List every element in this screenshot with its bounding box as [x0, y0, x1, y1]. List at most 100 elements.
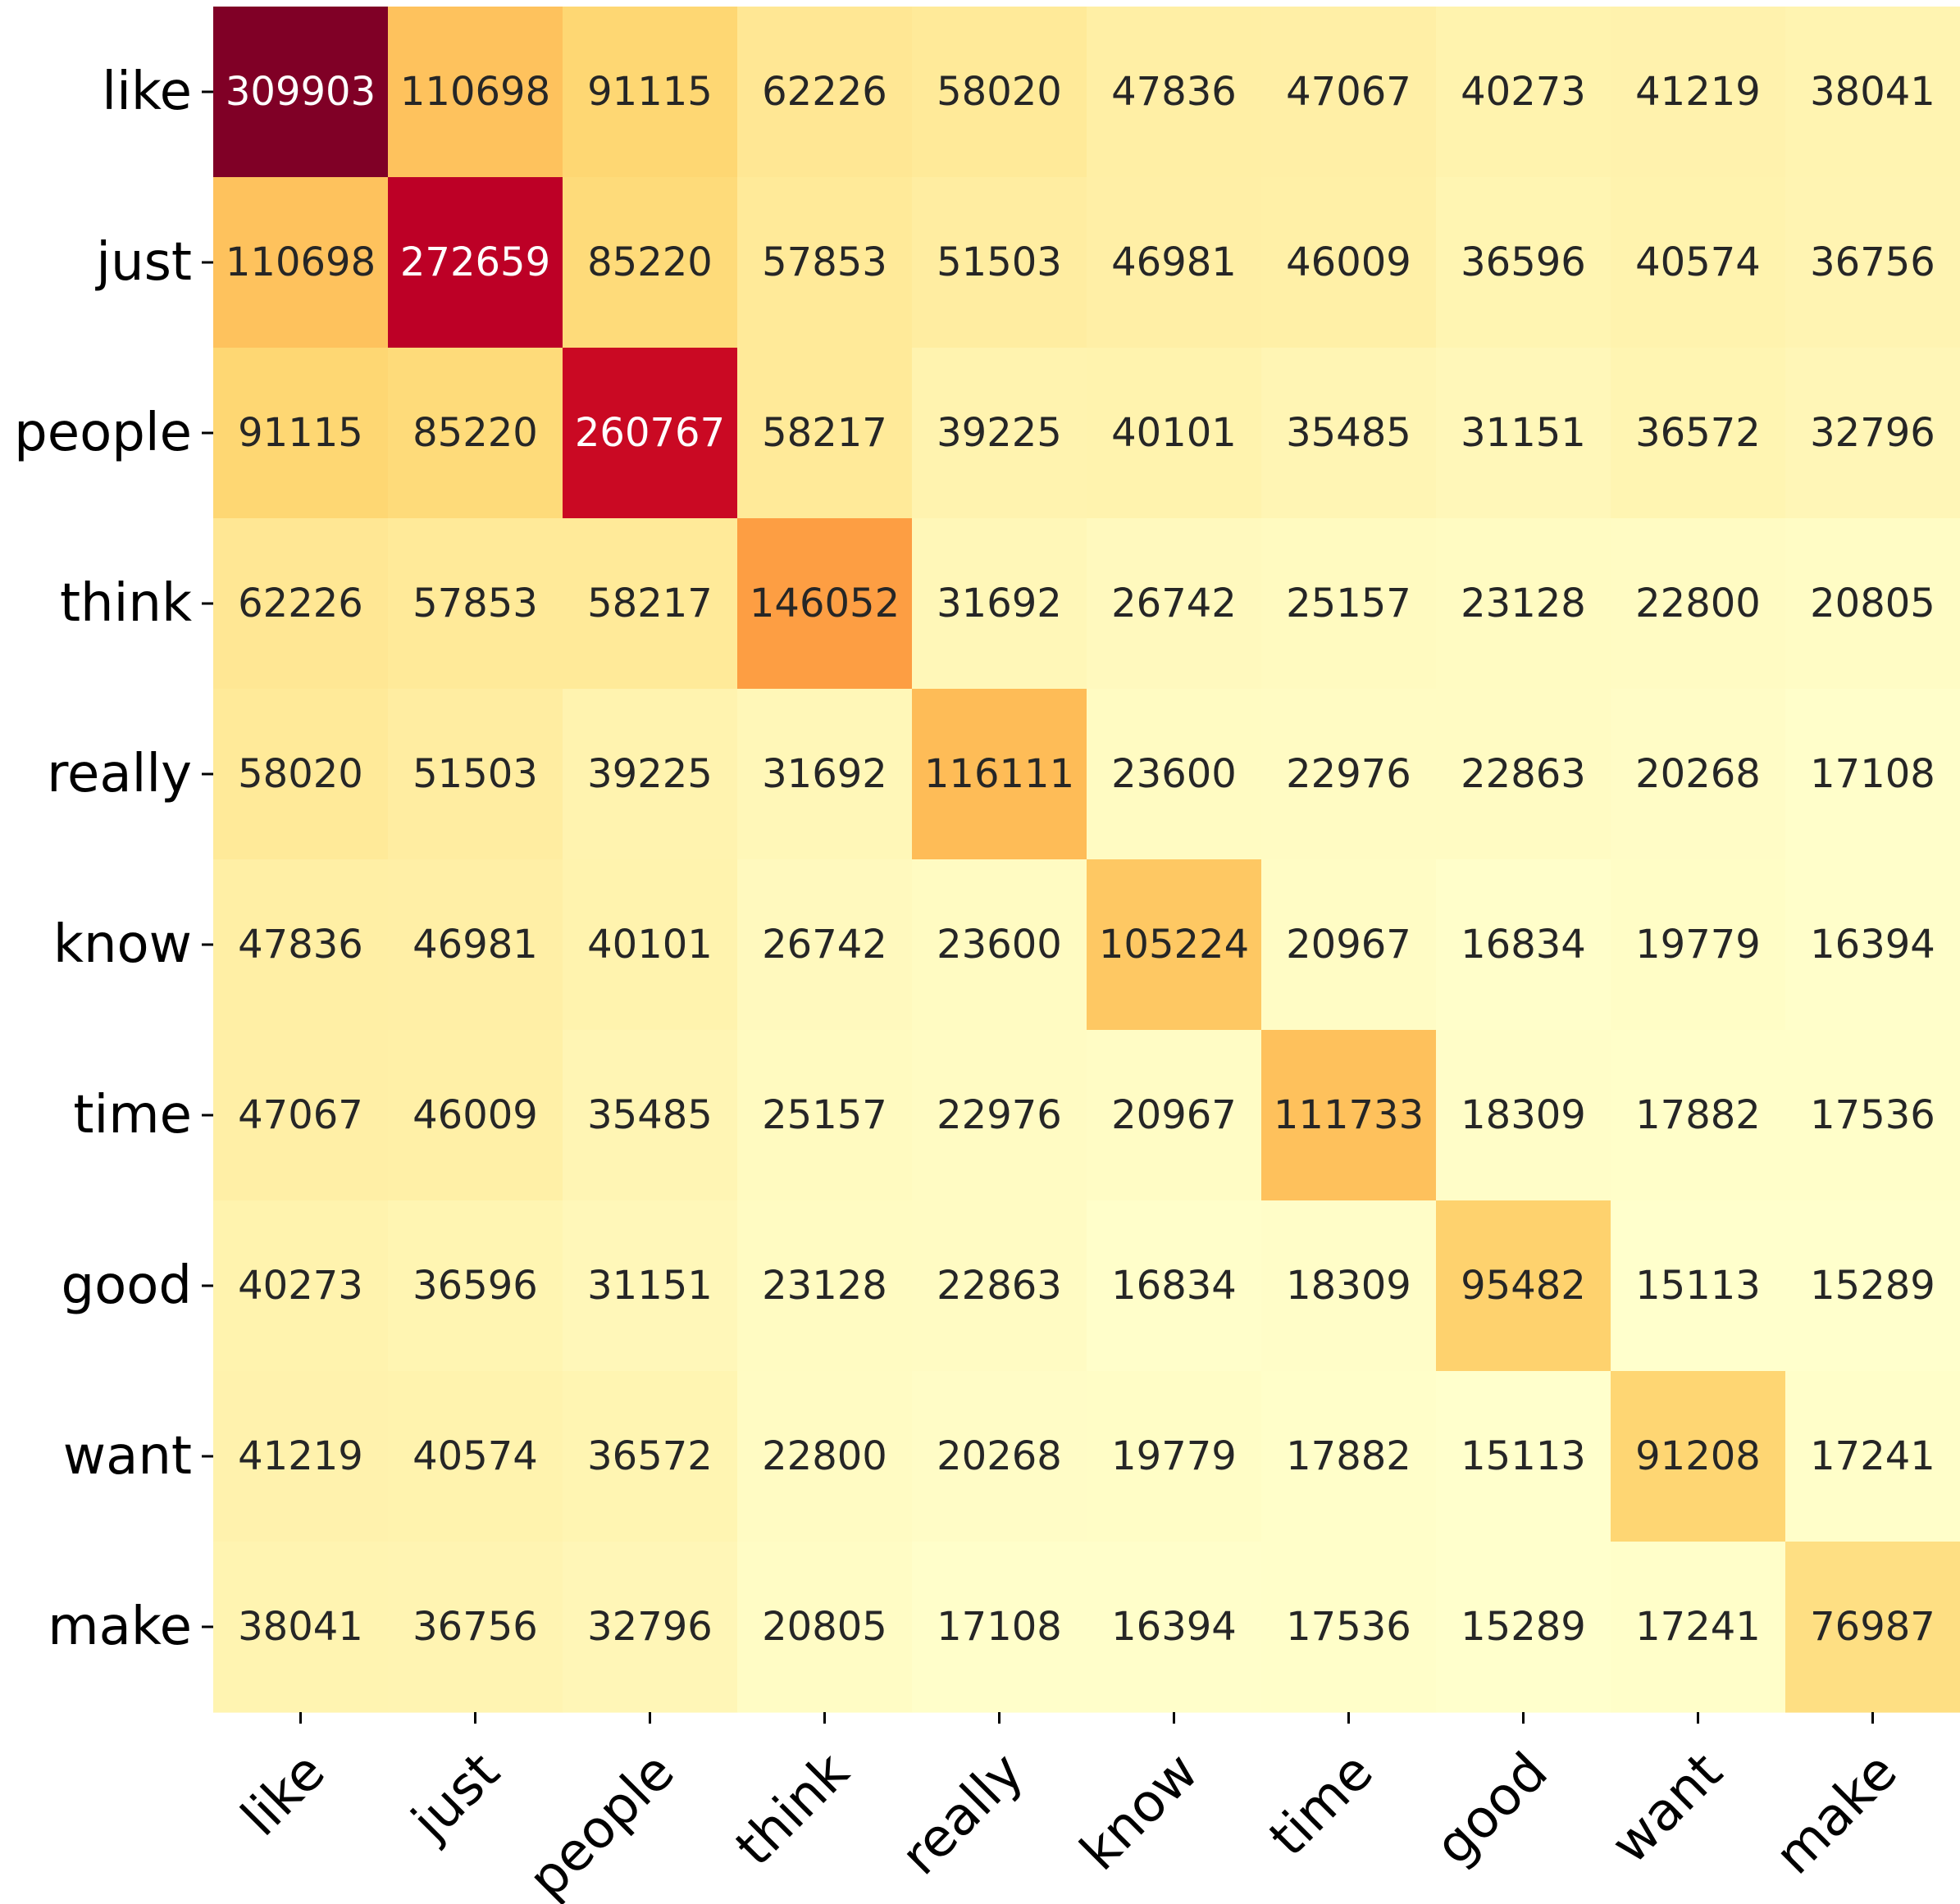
- cell-like-good: [1436, 7, 1611, 178]
- cell-people-know: [1087, 348, 1262, 519]
- cell-annotations: 309903 110698 91115 62226 58020 47836 47067 402…: [226, 69, 1935, 1650]
- cell-think-make: [1785, 518, 1960, 690]
- cell-value-label: 95482: [1461, 1263, 1586, 1309]
- cell-value-label: 15113: [1461, 1433, 1586, 1479]
- x-tick-label-just: just: [399, 1742, 511, 1853]
- cell-people-really: [912, 348, 1087, 519]
- y-tick-label-good: good: [61, 1255, 192, 1316]
- cell-value-label: 16834: [1111, 1263, 1237, 1309]
- cell-value-label: 110698: [400, 69, 550, 115]
- cell-time-know: [1087, 1030, 1262, 1201]
- cell-value-label: 41219: [1635, 69, 1761, 115]
- cell-value-label: 22976: [1286, 751, 1411, 797]
- cell-value-label: 309903: [226, 69, 376, 115]
- cell-want-think: [737, 1371, 913, 1542]
- cell-want-people: [563, 1371, 738, 1542]
- cell-know-want: [1611, 859, 1786, 1031]
- cell-value-label: 20268: [937, 1433, 1062, 1479]
- cell-like-just: [388, 7, 563, 178]
- cell-value-label: 17108: [937, 1604, 1062, 1650]
- cell-time-make: [1785, 1030, 1960, 1201]
- cell-just-know: [1087, 177, 1262, 348]
- cell-people-just: [388, 348, 563, 519]
- cell-know-people: [563, 859, 738, 1031]
- cell-want-really: [912, 1371, 1087, 1542]
- cell-value-label: 19779: [1111, 1433, 1237, 1479]
- cell-just-think: [737, 177, 913, 348]
- cell-know-just: [388, 859, 563, 1031]
- cell-value-label: 40101: [1111, 410, 1237, 456]
- cell-think-like: [213, 518, 389, 690]
- cell-good-know: [1087, 1200, 1262, 1372]
- x-tick-label-time: time: [1258, 1742, 1385, 1869]
- cell-value-label: 91115: [238, 410, 363, 456]
- cell-value-label: 23128: [762, 1263, 887, 1309]
- cell-value-label: 36756: [413, 1604, 538, 1650]
- cell-time-like: [213, 1030, 389, 1201]
- cell-really-good: [1436, 689, 1611, 860]
- cell-think-good: [1436, 518, 1611, 690]
- cell-value-label: 22863: [1461, 751, 1586, 797]
- cell-good-good: [1436, 1200, 1611, 1372]
- cell-value-label: 15289: [1810, 1263, 1935, 1309]
- x-tick-label-people: people: [517, 1742, 686, 1904]
- cell-know-good: [1436, 859, 1611, 1031]
- cell-value-label: 36596: [413, 1263, 538, 1309]
- cell-value-label: 17108: [1810, 751, 1935, 797]
- cell-know-think: [737, 859, 913, 1031]
- cell-make-make: [1785, 1542, 1960, 1713]
- cell-make-know: [1087, 1542, 1262, 1713]
- cell-value-label: 22800: [762, 1433, 887, 1479]
- x-tick-label-good: good: [1424, 1742, 1559, 1877]
- cell-think-just: [388, 518, 563, 690]
- cell-value-label: 36596: [1461, 239, 1586, 285]
- cell-like-know: [1087, 7, 1262, 178]
- cell-value-label: 58020: [937, 69, 1062, 115]
- cell-value-label: 35485: [1286, 410, 1411, 456]
- cell-just-make: [1785, 177, 1960, 348]
- cell-value-label: 38041: [238, 1604, 363, 1650]
- cell-value-label: 91208: [1635, 1433, 1761, 1479]
- cell-think-really: [912, 518, 1087, 690]
- cell-value-label: 47067: [1286, 69, 1411, 115]
- cell-good-really: [912, 1200, 1087, 1372]
- cell-just-people: [563, 177, 738, 348]
- cell-time-want: [1611, 1030, 1786, 1201]
- cell-like-really: [912, 7, 1087, 178]
- cell-like-like: [213, 7, 389, 178]
- cell-think-want: [1611, 518, 1786, 690]
- cell-value-label: 51503: [937, 239, 1062, 285]
- cell-value-label: 36572: [587, 1433, 713, 1479]
- cell-value-label: 16834: [1461, 922, 1586, 968]
- cell-know-know: [1087, 859, 1262, 1031]
- y-tick-label-think: think: [60, 573, 192, 634]
- cell-people-think: [737, 348, 913, 519]
- cell-know-time: [1261, 859, 1437, 1031]
- y-tick-label-time: time: [73, 1085, 192, 1146]
- cell-just-really: [912, 177, 1087, 348]
- cell-value-label: 58020: [238, 751, 363, 797]
- cell-value-label: 47836: [1111, 69, 1237, 115]
- cell-time-time: [1261, 1030, 1437, 1201]
- cell-value-label: 31151: [1461, 410, 1586, 456]
- cell-like-make: [1785, 7, 1960, 178]
- x-tick-label-think: think: [724, 1742, 860, 1878]
- cell-value-label: 19779: [1635, 922, 1761, 968]
- cell-good-want: [1611, 1200, 1786, 1372]
- cell-value-label: 31151: [587, 1263, 713, 1309]
- cell-value-label: 22863: [937, 1263, 1062, 1309]
- cell-value-label: 40273: [1461, 69, 1586, 115]
- heatmap-cells: [213, 7, 1960, 1713]
- cell-value-label: 36572: [1635, 410, 1761, 456]
- cell-value-label: 110698: [226, 239, 376, 285]
- cell-make-want: [1611, 1542, 1786, 1713]
- cell-value-label: 47836: [238, 922, 363, 968]
- cell-value-label: 39225: [587, 751, 713, 797]
- cell-want-know: [1087, 1371, 1262, 1542]
- cell-value-label: 46009: [1286, 239, 1411, 285]
- cell-value-label: 17536: [1286, 1604, 1411, 1650]
- cell-really-like: [213, 689, 389, 860]
- cell-value-label: 36756: [1810, 239, 1935, 285]
- x-tick-label-want: want: [1600, 1742, 1734, 1875]
- cell-value-label: 105224: [1099, 922, 1249, 968]
